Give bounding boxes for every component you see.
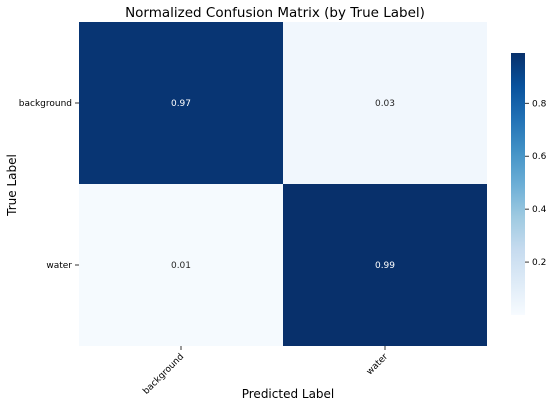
heatmap-cell-water-water [283, 184, 487, 346]
x-tick-label: water [365, 352, 390, 377]
y-axis-label: True Label [5, 154, 19, 217]
cell-value-label: 0.03 [375, 99, 395, 109]
cell-value-label: 0.99 [375, 261, 395, 271]
y-tick-label: background [19, 99, 72, 109]
cell-value-label: 0.97 [171, 99, 191, 109]
heatmap-cell-water-background [79, 184, 283, 346]
x-axis-label: Predicted Label [242, 387, 335, 401]
x-tick-label: background [141, 352, 186, 397]
colorbar: 0.2 0.4 0.6 0.8 [511, 53, 547, 315]
heatmap-cells: 0.97 0.03 0.01 0.99 [79, 22, 487, 346]
chart-title: Normalized Confusion Matrix (by True Lab… [125, 5, 425, 21]
heatmap-cell-background-background [79, 22, 283, 184]
cell-value-label: 0.01 [171, 261, 191, 271]
heatmap-cell-background-water [283, 22, 487, 184]
colorbar-tick-label: 0.8 [532, 99, 547, 109]
colorbar-ticks: 0.2 0.4 0.6 0.8 [525, 99, 547, 268]
colorbar-gradient [511, 53, 525, 315]
colorbar-tick-label: 0.2 [532, 258, 546, 268]
y-axis-ticks: background water [19, 99, 79, 271]
colorbar-tick-label: 0.4 [532, 205, 547, 215]
colorbar-tick-label: 0.6 [532, 152, 547, 162]
y-tick-label: water [46, 261, 72, 271]
